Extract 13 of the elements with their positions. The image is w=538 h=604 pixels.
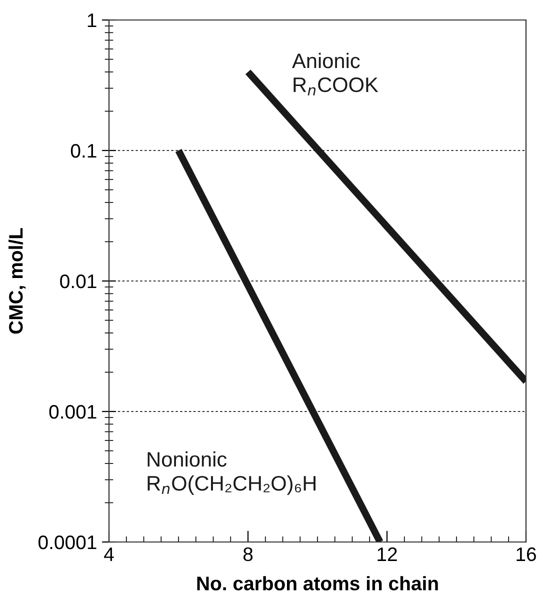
y-axis-title: CMC, mol/L xyxy=(8,228,26,334)
y-tick-label: 0.1 xyxy=(70,144,96,158)
y-tick-label: 1 xyxy=(88,14,96,28)
x-tick-label: 8 xyxy=(243,547,253,562)
y-tick-label: 0.001 xyxy=(49,404,96,419)
y-tick-label: 0.0001 xyxy=(38,535,96,550)
series-label: Anionic R$_{n}$COOK xyxy=(292,52,378,96)
x-tick-label: 16 xyxy=(516,547,536,562)
x-tick-label: 4 xyxy=(104,548,114,561)
series-label: Nonionic R$_{n}$O(CH₂CH₂O)₆H xyxy=(148,451,316,495)
y-tick-label: 0.01 xyxy=(60,274,96,288)
x-axis-title: No. carbon atoms in chain xyxy=(197,576,438,590)
x-tick-label: 12 xyxy=(378,547,397,561)
